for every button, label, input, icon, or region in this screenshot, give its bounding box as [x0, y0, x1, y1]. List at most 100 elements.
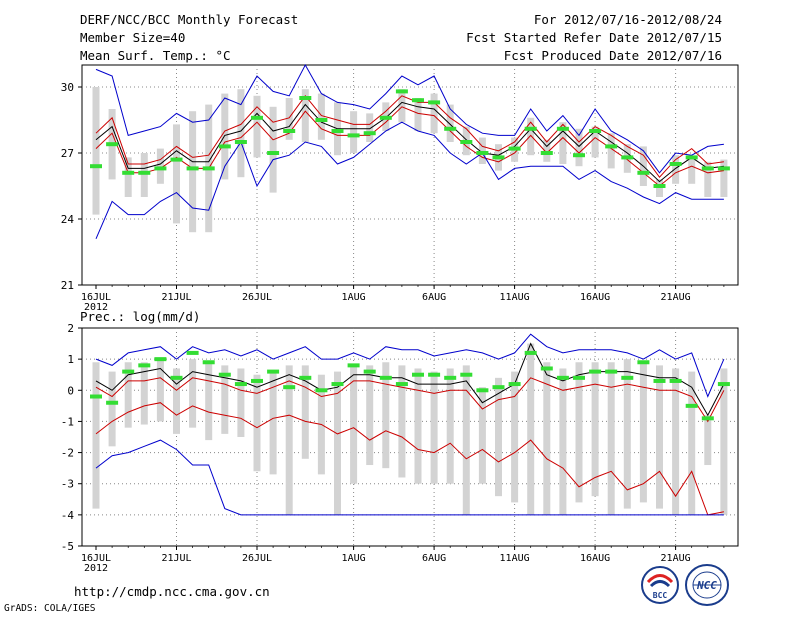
temp-series-max — [95, 63, 724, 174]
temp-observed-mark — [701, 166, 714, 171]
temp-x-tick-label: 6AUG — [422, 292, 446, 303]
temp-member-box — [189, 111, 197, 233]
prec-observed-mark — [331, 382, 344, 387]
prec-member-box — [366, 365, 374, 466]
prec-observed-mark — [283, 385, 296, 390]
prec-x-tick-label: 16JUL — [81, 553, 111, 564]
temp-observed-mark — [186, 166, 199, 171]
member-size: Member Size=40 — [80, 30, 186, 45]
forecast-range: For 2012/07/16-2012/08/24 — [533, 12, 722, 27]
footer-url[interactable]: http://cmdp.ncc.cma.gov.cn — [74, 584, 270, 599]
prec-member-box — [350, 365, 358, 484]
prec-observed-mark — [637, 360, 650, 365]
temp-member-box — [575, 128, 583, 167]
prec-observed-mark — [573, 375, 585, 380]
prec-x-tick-label: 11AUG — [500, 553, 530, 564]
temp-member-box — [92, 87, 100, 215]
prec-member-box — [446, 368, 454, 484]
temp-observed-mark — [637, 170, 650, 175]
prec-observed-mark — [218, 372, 231, 377]
prec-member-box — [108, 371, 116, 447]
prec-member-box — [495, 377, 502, 497]
forecast-produced-date: Fcst Produced Date 2012/07/16 — [503, 48, 722, 63]
temp-observed-mark — [460, 140, 473, 144]
prec-member-box — [140, 362, 148, 425]
temp-observed-mark — [653, 184, 666, 188]
temp-member-box — [478, 137, 486, 164]
temp-observed-mark — [379, 115, 392, 120]
prec-observed-mark — [589, 369, 602, 374]
bcc-logo-arc2 — [649, 580, 671, 588]
temp-member-box — [140, 153, 148, 197]
footer-grads: GrADS: COLA/IGES — [4, 603, 96, 614]
temp-x-tick-label: 21JUL — [161, 292, 191, 303]
prec-observed-mark — [444, 375, 457, 380]
prec-observed-mark — [685, 403, 698, 408]
prec-member-box — [478, 387, 486, 484]
temp-member-box — [285, 98, 293, 140]
prec-y-tick-label: -1 — [61, 415, 74, 428]
prec-member-box — [269, 371, 277, 475]
prec-observed-mark — [540, 366, 553, 371]
prec-observed-mark — [460, 372, 473, 377]
prec-observed-mark — [363, 369, 376, 374]
chart-title: DERF/NCC/BCC Monthly Forecast — [80, 12, 299, 27]
temp-x-tick-label: 26JUL — [242, 292, 272, 303]
prec-member-box — [575, 362, 583, 503]
temp-observed-mark — [122, 170, 135, 175]
temp-observed-mark — [412, 98, 424, 103]
prec-member-box — [382, 362, 390, 469]
prec-x-tick-label: 16AUG — [580, 553, 610, 564]
prec-member-box — [173, 368, 180, 434]
prec-member-box — [672, 368, 680, 515]
prec-observed-mark — [717, 382, 730, 387]
bcc-logo-ring — [641, 566, 679, 604]
prec-member-box — [92, 362, 100, 509]
prec-observed-mark — [524, 350, 537, 355]
temp-member-box — [607, 133, 615, 169]
temp-observed-mark — [363, 131, 376, 136]
temp-observed-mark — [573, 153, 585, 158]
temp-member-box — [656, 179, 663, 197]
temp-observed-mark — [154, 166, 167, 171]
prec-member-box — [688, 371, 696, 515]
temp-member-box — [173, 124, 180, 224]
prec-member-box — [237, 368, 245, 437]
temp-y-tick-label: 30 — [61, 81, 74, 94]
prec-observed-mark — [395, 382, 408, 387]
prec-series-upper — [95, 377, 725, 423]
prec-y-tick-label: 0 — [67, 384, 74, 397]
temp-series-upper — [95, 94, 724, 178]
prec-member-box — [301, 365, 309, 459]
temp-series-lower — [95, 106, 724, 187]
prec-member-box — [527, 343, 535, 515]
prec-y-tick-label: 2 — [67, 322, 74, 335]
temp-observed-mark — [492, 155, 505, 160]
temp-observed-mark — [90, 164, 102, 169]
temp-series-mean — [95, 101, 724, 183]
temp-member-box — [672, 155, 680, 184]
temp-observed-mark — [170, 157, 183, 162]
prec-series-mean — [95, 342, 725, 417]
temp-member-box — [317, 93, 325, 140]
prec-observed-mark — [428, 372, 441, 377]
prec-member-box — [285, 365, 293, 515]
temp-y-tick-label: 27 — [61, 147, 74, 160]
prec-observed-mark — [251, 378, 263, 383]
variable-label: Mean Surf. Temp.: °C — [80, 48, 231, 63]
temp-observed-mark — [106, 142, 119, 147]
temp-observed-mark — [621, 155, 634, 160]
temp-member-box — [446, 104, 454, 142]
temp-observed-mark — [605, 144, 618, 149]
temp-member-box — [414, 98, 422, 131]
temp-member-box — [366, 113, 374, 142]
prec-x-tick-label: 6AUG — [422, 553, 446, 564]
temp-observed-mark — [476, 151, 489, 155]
prec-member-box — [414, 368, 422, 484]
temp-observed-mark — [234, 140, 247, 144]
prec-observed-mark — [138, 363, 151, 368]
temp-x-tick-label: 1AUG — [342, 292, 366, 303]
temp-observed-mark — [283, 129, 296, 133]
temp-observed-mark — [299, 96, 312, 100]
prec-member-box — [591, 362, 599, 497]
